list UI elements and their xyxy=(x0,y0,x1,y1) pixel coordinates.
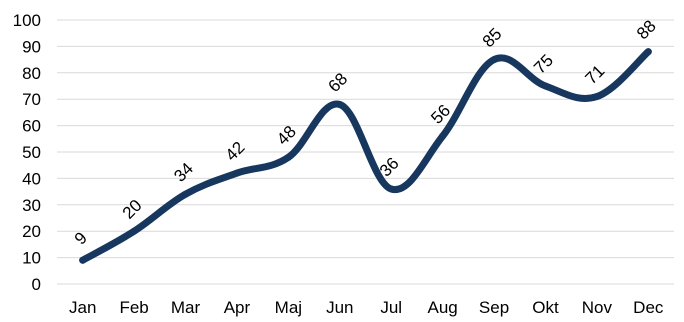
y-tick-label: 40 xyxy=(22,169,41,188)
y-tick-label: 70 xyxy=(22,90,41,109)
data-point-dec xyxy=(644,48,652,56)
data-label: 75 xyxy=(530,51,557,78)
x-tick-label: Aug xyxy=(428,298,458,317)
x-tick-label: Nov xyxy=(582,298,613,317)
y-tick-label: 80 xyxy=(22,64,41,83)
x-tick-label: Dec xyxy=(633,298,664,317)
data-point-jun xyxy=(336,100,344,108)
series-line xyxy=(79,48,652,264)
data-point-maj xyxy=(284,153,292,161)
data-point-feb xyxy=(130,227,138,235)
data-point-okt xyxy=(541,82,549,90)
x-tick-label: Sep xyxy=(479,298,509,317)
data-points xyxy=(79,48,652,264)
x-tick-label: Jan xyxy=(69,298,96,317)
data-point-aug xyxy=(439,132,447,140)
y-tick-label: 60 xyxy=(22,117,41,136)
data-point-mar xyxy=(182,190,190,198)
y-tick-label: 30 xyxy=(22,196,41,215)
y-tick-label: 90 xyxy=(22,37,41,56)
x-tick-label: Jun xyxy=(326,298,353,317)
x-tick-label: Feb xyxy=(119,298,148,317)
x-tick-label: Mar xyxy=(171,298,201,317)
x-tick-label: Jul xyxy=(380,298,402,317)
y-tick-label: 10 xyxy=(22,249,41,268)
data-point-jul xyxy=(387,185,395,193)
data-label: 71 xyxy=(582,61,609,88)
x-tick-label: Apr xyxy=(224,298,251,317)
data-label: 20 xyxy=(119,196,146,223)
y-tick-label: 100 xyxy=(13,11,41,30)
x-axis-ticks: Jan Feb Mar Apr Maj Jun Jul Aug Sep Okt Nov Dec xyxy=(69,298,664,317)
y-tick-label: 50 xyxy=(22,143,41,162)
y-tick-label: 20 xyxy=(22,222,41,241)
data-label: 42 xyxy=(222,138,249,165)
data-label: 85 xyxy=(479,24,506,51)
data-point-jan xyxy=(79,256,87,264)
data-point-nov xyxy=(593,93,601,101)
x-tick-label: Maj xyxy=(275,298,302,317)
data-point-sep xyxy=(490,56,498,64)
data-label: 34 xyxy=(170,159,197,186)
x-tick-label: Okt xyxy=(532,298,559,317)
data-point-apr xyxy=(233,169,241,177)
y-axis-ticks: 0 10 20 30 40 50 60 70 80 90 100 xyxy=(13,11,41,294)
y-tick-label: 0 xyxy=(32,275,41,294)
